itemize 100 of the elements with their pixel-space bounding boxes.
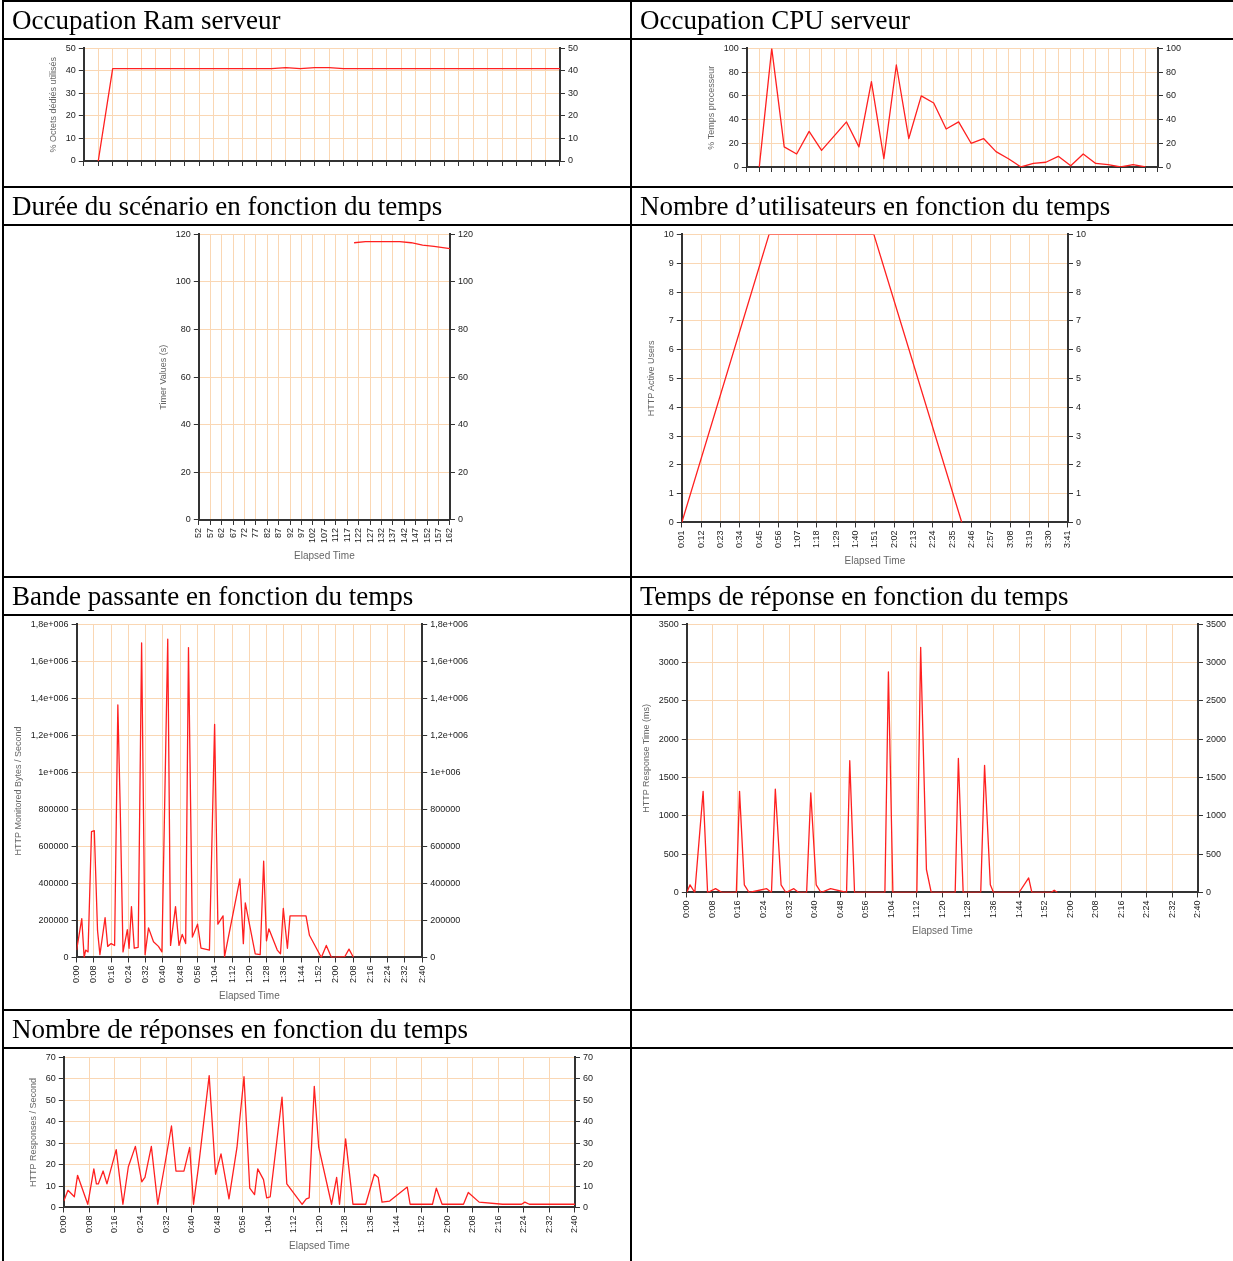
- y-tick-label: 7: [668, 315, 674, 326]
- y2-tick-label: 9: [1075, 257, 1081, 268]
- x-tick-label: 0:48: [834, 900, 845, 919]
- chart-title: Bande passante en fonction du temps: [12, 580, 414, 611]
- x-tick-label: 0:56: [237, 1215, 248, 1234]
- y-tick-label: 1000: [658, 810, 679, 821]
- y2-tick-label: 30: [567, 87, 578, 98]
- x-tick-label: 0:01: [676, 530, 687, 549]
- y-tick-label: 0: [50, 1201, 56, 1212]
- x-tick-label: 2:40: [569, 1215, 580, 1234]
- y2-tick-label: 1e+006: [430, 766, 461, 777]
- y-tick-label: 40: [65, 65, 76, 76]
- x-tick-label: 0:34: [734, 530, 745, 549]
- x-tick-label: 82: [261, 527, 272, 538]
- x-tick-label: 107: [318, 527, 329, 544]
- x-tick-label: 3:41: [1062, 530, 1073, 549]
- x-tick-label: 2:08: [347, 965, 358, 984]
- x-tick-label: 97: [296, 527, 307, 538]
- x-tick-label: 2:08: [1090, 900, 1101, 919]
- x-tick-label: 2:40: [416, 965, 427, 984]
- x-tick-label: 137: [387, 527, 398, 544]
- y2-tick-label: 600000: [430, 840, 461, 851]
- x-tick-label: 2:32: [1166, 900, 1177, 919]
- x-tick-label: 102: [307, 527, 318, 544]
- y2-tick-label: 3: [1075, 430, 1081, 441]
- y2-tick-label: 4: [1075, 401, 1081, 412]
- y-tick-label: 80: [728, 66, 739, 77]
- x-tick-label: 1:36: [988, 900, 998, 919]
- x-tick-label: 1:52: [1039, 900, 1050, 919]
- y-tick-label: 1e+006: [38, 766, 69, 777]
- y2-tick-label: 40: [457, 419, 468, 430]
- x-tick-label: 0:24: [757, 900, 768, 919]
- x-tick-label: 1:04: [885, 900, 896, 919]
- x-tick-label: 2:16: [492, 1215, 503, 1234]
- x-tick-label: 0:08: [706, 900, 717, 919]
- y2-tick-label: 1000: [1205, 810, 1227, 821]
- y-tick-label: 30: [65, 87, 76, 98]
- y-tick-label: 50: [45, 1094, 56, 1105]
- chart-title: Nombre d’utilisateurs en fonction du temps: [640, 190, 1111, 221]
- x-tick-label: 122: [353, 527, 364, 544]
- y-tick-label: 30: [45, 1137, 56, 1148]
- y2-tick-label: 20: [582, 1159, 593, 1170]
- y2-tick-label: 20: [457, 466, 468, 477]
- y2-tick-label: 100: [1165, 42, 1182, 53]
- y2-tick-label: 20: [1165, 137, 1176, 148]
- x-tick-label: 147: [410, 527, 421, 544]
- y2-tick-label: 3000: [1205, 657, 1227, 668]
- y2-tick-label: 0: [430, 951, 436, 962]
- x-tick-label: 1:44: [1013, 900, 1024, 919]
- y-tick-label: 60: [180, 371, 191, 382]
- x-axis-title: Elapsed Time: [912, 924, 974, 936]
- x-tick-label: 2:24: [1141, 900, 1152, 919]
- y2-tick-label: 3500: [1205, 618, 1227, 629]
- y-tick-label: 5: [668, 372, 674, 383]
- y2-tick-label: 2000: [1205, 733, 1227, 744]
- x-tick-label: 0:00: [58, 1215, 69, 1234]
- x-tick-label: 1:28: [261, 965, 272, 984]
- x-tick-label: 0:48: [174, 965, 185, 984]
- y2-tick-label: 60: [1165, 90, 1176, 101]
- y2-tick-label: 8: [1075, 286, 1081, 297]
- x-tick-label: 0:24: [134, 1215, 145, 1234]
- x-tick-label: 0:23: [714, 530, 725, 549]
- x-tick-label: 1:18: [811, 530, 822, 549]
- y-tick-label: 10: [45, 1180, 56, 1191]
- y2-tick-label: 1,4e+006: [430, 692, 469, 703]
- y2-tick-label: 5: [1075, 372, 1081, 383]
- y-tick-label: 0: [673, 886, 679, 897]
- y2-tick-label: 30: [582, 1137, 593, 1148]
- y-tick-label: 40: [45, 1116, 56, 1127]
- x-tick-label: 2:24: [927, 530, 938, 549]
- y2-tick-label: 0: [582, 1201, 588, 1212]
- x-tick-label: 1:04: [262, 1215, 273, 1234]
- y2-tick-label: 1: [1075, 488, 1081, 499]
- y-tick-label: 2500: [658, 695, 679, 706]
- x-tick-label: 1:36: [365, 1215, 375, 1234]
- y2-tick-label: 80: [457, 324, 468, 335]
- x-tick-label: 67: [227, 527, 238, 538]
- x-tick-label: 0:12: [695, 530, 706, 549]
- y2-tick-label: 40: [567, 65, 578, 76]
- y-tick-label: 0: [70, 155, 76, 166]
- x-tick-label: 3:30: [1043, 530, 1054, 549]
- x-tick-label: 2:57: [985, 530, 996, 549]
- y-tick-label: 200000: [38, 914, 69, 925]
- y-tick-label: 0: [63, 951, 69, 962]
- x-tick-label: 0:56: [860, 900, 871, 919]
- y2-tick-label: 1,6e+006: [430, 655, 469, 666]
- x-tick-label: 162: [444, 527, 455, 544]
- x-tick-label: 2:00: [441, 1215, 452, 1234]
- y2-tick-label: 800000: [430, 803, 461, 814]
- x-tick-label: 3:19: [1023, 530, 1034, 549]
- y-tick-label: 100: [175, 276, 191, 287]
- x-tick-label: 0:00: [681, 900, 692, 919]
- y-tick-label: 1,8e+006: [30, 618, 69, 629]
- x-axis-title: Elapsed Time: [844, 554, 906, 566]
- y2-tick-label: 120: [457, 228, 474, 239]
- y-tick-label: 60: [728, 90, 739, 101]
- x-tick-label: 117: [341, 527, 352, 543]
- x-tick-label: 0:08: [83, 1215, 94, 1234]
- y-tick-label: 3: [668, 430, 674, 441]
- x-tick-label: 0:16: [105, 965, 116, 984]
